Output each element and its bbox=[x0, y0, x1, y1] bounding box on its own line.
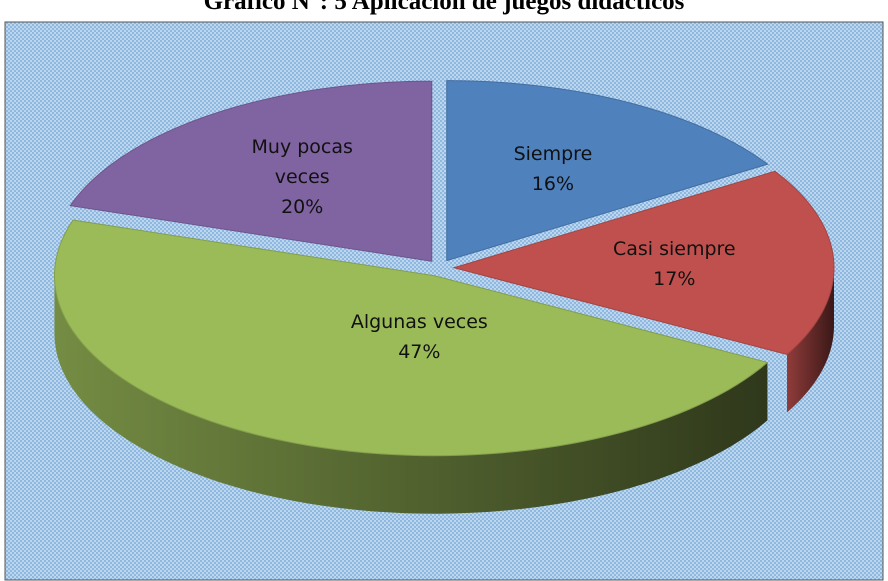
slice-side bbox=[786, 267, 834, 413]
chart-title: Gráfico N°: 5 Aplicación de juegos didác… bbox=[203, 0, 685, 15]
category-label: Algunas veces bbox=[350, 311, 488, 334]
value-label: 16% bbox=[531, 173, 575, 196]
data-label: Siempre 16% bbox=[478, 139, 628, 199]
value-label: 47% bbox=[398, 341, 441, 364]
category-label: Muy pocas veces bbox=[251, 135, 353, 188]
slice bbox=[69, 80, 433, 262]
category-label: Casi siempre bbox=[612, 238, 736, 261]
data-label: Muy pocas veces 20% bbox=[227, 132, 377, 222]
value-label: 17% bbox=[653, 268, 696, 291]
data-label: Algunas veces 47% bbox=[344, 307, 494, 367]
data-label: Casi siempre 17% bbox=[599, 234, 749, 294]
slice-side bbox=[54, 275, 768, 514]
value-label: 20% bbox=[281, 195, 324, 218]
slice bbox=[54, 219, 769, 457]
slice bbox=[452, 170, 835, 356]
category-label: Siempre bbox=[513, 143, 593, 166]
slice bbox=[446, 80, 769, 262]
